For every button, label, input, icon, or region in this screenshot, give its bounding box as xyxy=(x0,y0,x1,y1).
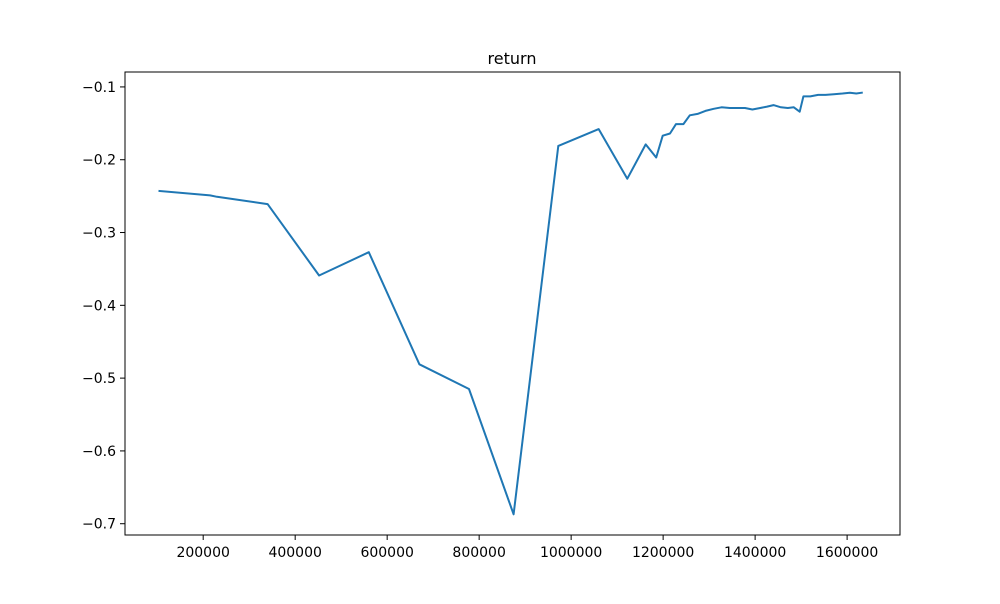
x-tick-label: 1400000 xyxy=(724,545,786,561)
y-tick-label: −0.7 xyxy=(82,517,116,533)
plot-frame xyxy=(124,71,901,536)
y-tick-label: −0.1 xyxy=(82,80,116,96)
x-tick-label: 400000 xyxy=(268,545,321,561)
y-tick-label: −0.2 xyxy=(82,153,116,169)
y-tick-label: −0.4 xyxy=(82,298,116,314)
x-tick-label: 600000 xyxy=(360,545,413,561)
x-tick-label: 800000 xyxy=(452,545,505,561)
x-tick-label: 200000 xyxy=(176,545,229,561)
x-axis: 200000 400000 600000 800000 1000000 1200000 14… xyxy=(176,535,878,561)
x-tick-label: 1600000 xyxy=(816,545,878,561)
y-tick-label: −0.3 xyxy=(82,226,116,242)
plot-area xyxy=(125,72,900,535)
chart-title: return xyxy=(488,49,537,68)
series-line xyxy=(158,91,863,516)
y-tick-label: −0.6 xyxy=(82,444,116,460)
x-tick-label: 1000000 xyxy=(540,545,602,561)
y-axis: −0.1 −0.2 −0.3 −0.4 −0.5 −0.6 −0.7 xyxy=(82,80,125,533)
x-tick-label: 1200000 xyxy=(632,545,694,561)
y-tick-label: −0.5 xyxy=(82,371,116,387)
